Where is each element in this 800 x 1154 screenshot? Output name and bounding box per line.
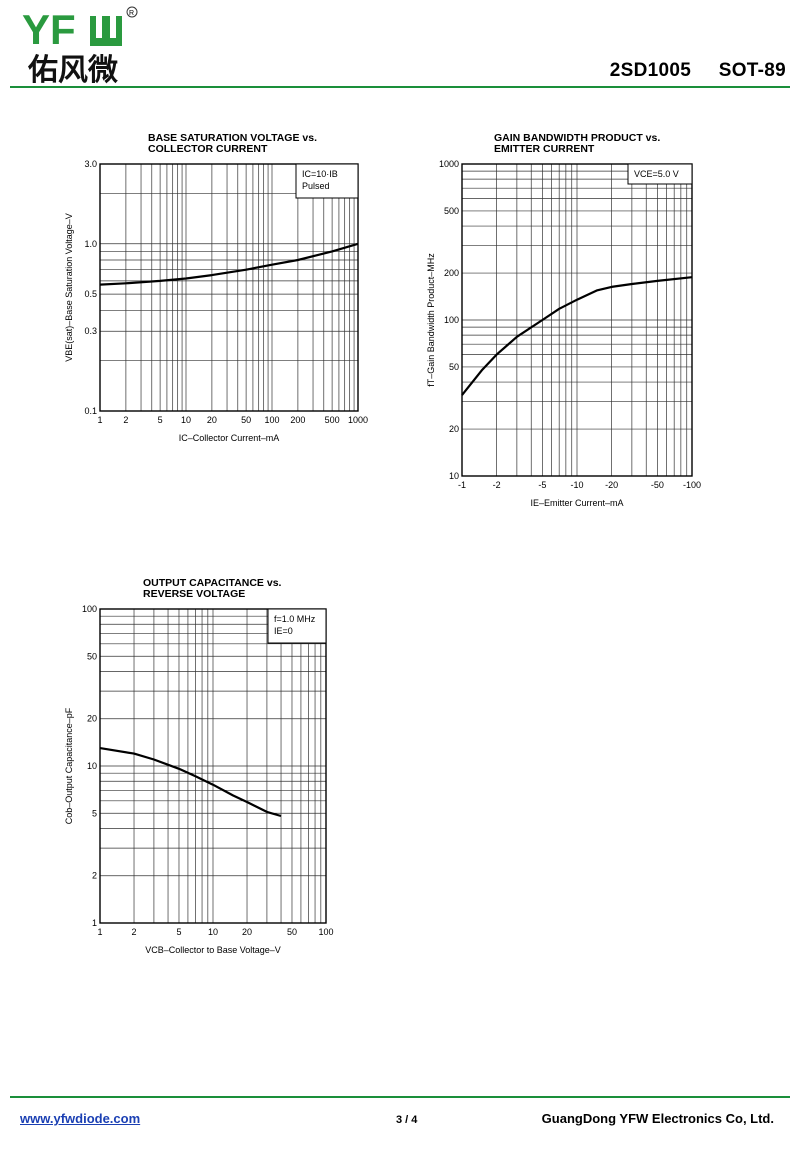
chart3-svg: 1 2 5 10 20 50 100 100 50 20 10 5 2 1 VCB–Collector to… — [64, 604, 334, 955]
plot-frame — [99, 163, 359, 412]
series-line — [461, 276, 693, 396]
legend-text: Pulsed — [302, 181, 330, 191]
x-tick-label: 20 — [242, 927, 252, 937]
series-line — [99, 242, 359, 286]
chart1-title-line1: BASE SATURATION VOLTAGE vs. — [148, 132, 317, 144]
legend-text: IC=10·IB — [302, 169, 338, 179]
x-tick-label: 5 — [158, 415, 163, 425]
x-tick-label: 200 — [290, 415, 305, 425]
y-axis-label: VBE(sat)–Base Saturation Voltage–V — [64, 213, 74, 362]
x-axis-label: VCB–Collector to Base Voltage–V — [145, 945, 281, 955]
y-tick-label: 100 — [444, 315, 459, 325]
x-tick-label: 100 — [318, 927, 333, 937]
y-tick-label: 10 — [87, 761, 97, 771]
x-tick-label: 1 — [97, 927, 102, 937]
part-title: 2SD1005 SOT-89 — [610, 60, 786, 82]
x-tick-label: -100 — [683, 480, 701, 490]
x-tick-label: -10 — [570, 480, 583, 490]
chart1-title: BASE SATURATION VOLTAGE vs. COLLECTOR CUR… — [148, 133, 317, 155]
chart3-title-line1: OUTPUT CAPACITANCE vs. — [143, 577, 282, 589]
legend-box — [295, 163, 359, 199]
y-tick-label: 3.0 — [84, 159, 97, 169]
y-tick-label: 5 — [92, 808, 97, 818]
y-axis-label: Cob–Output Capacitance–pF — [64, 707, 74, 824]
legend-text: VCE=5.0 V — [634, 169, 679, 179]
y-tick-label: 10 — [449, 471, 459, 481]
x-tick-label: 10 — [181, 415, 191, 425]
y-tick-label: 0.3 — [84, 326, 97, 336]
x-tick-label: 5 — [176, 927, 181, 937]
legend-text: IE=0 — [274, 626, 293, 636]
x-tick-label: 10 — [208, 927, 218, 937]
x-axis-label: IE–Emitter Current–mA — [530, 498, 623, 508]
x-tick-label: 100 — [264, 415, 279, 425]
legend-text: f=1.0 MHz — [274, 614, 316, 624]
x-tick-label: 500 — [325, 415, 340, 425]
x-tick-label: 1 — [97, 415, 102, 425]
legend-box — [267, 608, 327, 644]
x-tick-label: 2 — [123, 415, 128, 425]
chart2-title: GAIN BANDWIDTH PRODUCT vs. EMITTER CURREN… — [494, 133, 660, 155]
y-tick-label: 50 — [449, 362, 459, 372]
y-tick-label: 0.5 — [84, 289, 97, 299]
x-tick-label: -50 — [651, 480, 664, 490]
website-link[interactable]: www.yfwdiode.com — [20, 1111, 141, 1126]
x-tick-label: -2 — [493, 480, 501, 490]
package-name: SOT-89 — [718, 60, 786, 81]
series-line — [99, 747, 282, 818]
plot-frame — [99, 608, 327, 924]
chart1-svg: 1 2 5 10 20 50 100 200 500 1000 3.0 1.0 0.5 0.3 0.1 IC–… — [64, 159, 368, 443]
svg-text:佑风微: 佑风微 — [27, 53, 118, 86]
x-tick-label: 1000 — [348, 415, 368, 425]
chart2-title-line2: EMITTER CURRENT — [494, 143, 595, 155]
y-tick-label: 0.1 — [84, 406, 97, 416]
x-tick-label: -1 — [458, 480, 466, 490]
y-tick-label: 500 — [444, 206, 459, 216]
brand-logo: YF R 佑风微 — [22, 6, 152, 86]
y-tick-label: 1.0 — [84, 239, 97, 249]
y-tick-label: 200 — [444, 268, 459, 278]
svg-text:YF: YF — [22, 6, 76, 53]
footer-divider — [10, 1096, 790, 1098]
company-name: GuangDong YFW Electronics Co, Ltd. — [541, 1111, 774, 1126]
legend-box — [627, 163, 693, 185]
chart1-title-line2: COLLECTOR CURRENT — [148, 143, 268, 155]
part-number: 2SD1005 — [609, 60, 692, 81]
y-tick-label: 2 — [92, 871, 97, 881]
chart3-title: OUTPUT CAPACITANCE vs. REVERSE VOLTAGE — [143, 578, 281, 600]
header-divider — [10, 86, 790, 88]
page-number: 3 / 4 — [396, 1114, 418, 1126]
y-tick-label: 1000 — [439, 159, 459, 169]
plot-frame — [461, 163, 693, 477]
chart3-title-line2: REVERSE VOLTAGE — [143, 588, 246, 600]
chart2-svg: -1 -2 -5 -10 -20 -50 -100 1000 500 200 100 50 20 10 IE… — [426, 159, 701, 508]
x-tick-label: 50 — [287, 927, 297, 937]
chart2-title-line1: GAIN BANDWIDTH PRODUCT vs. — [494, 132, 661, 144]
x-tick-label: -5 — [538, 480, 546, 490]
y-tick-label: 100 — [82, 604, 97, 614]
y-tick-label: 20 — [87, 714, 97, 724]
x-tick-label: 2 — [132, 927, 137, 937]
y-tick-label: 1 — [92, 918, 97, 928]
x-axis-label: IC–Collector Current–mA — [179, 433, 280, 443]
x-tick-label: 50 — [241, 415, 251, 425]
x-tick-label: -20 — [605, 480, 618, 490]
y-tick-label: 50 — [87, 651, 97, 661]
y-axis-label: fT–Gain Bandwidth Product–MHz — [426, 253, 436, 387]
y-tick-label: 20 — [449, 424, 459, 434]
x-tick-label: 20 — [207, 415, 217, 425]
svg-text:R: R — [129, 10, 134, 17]
